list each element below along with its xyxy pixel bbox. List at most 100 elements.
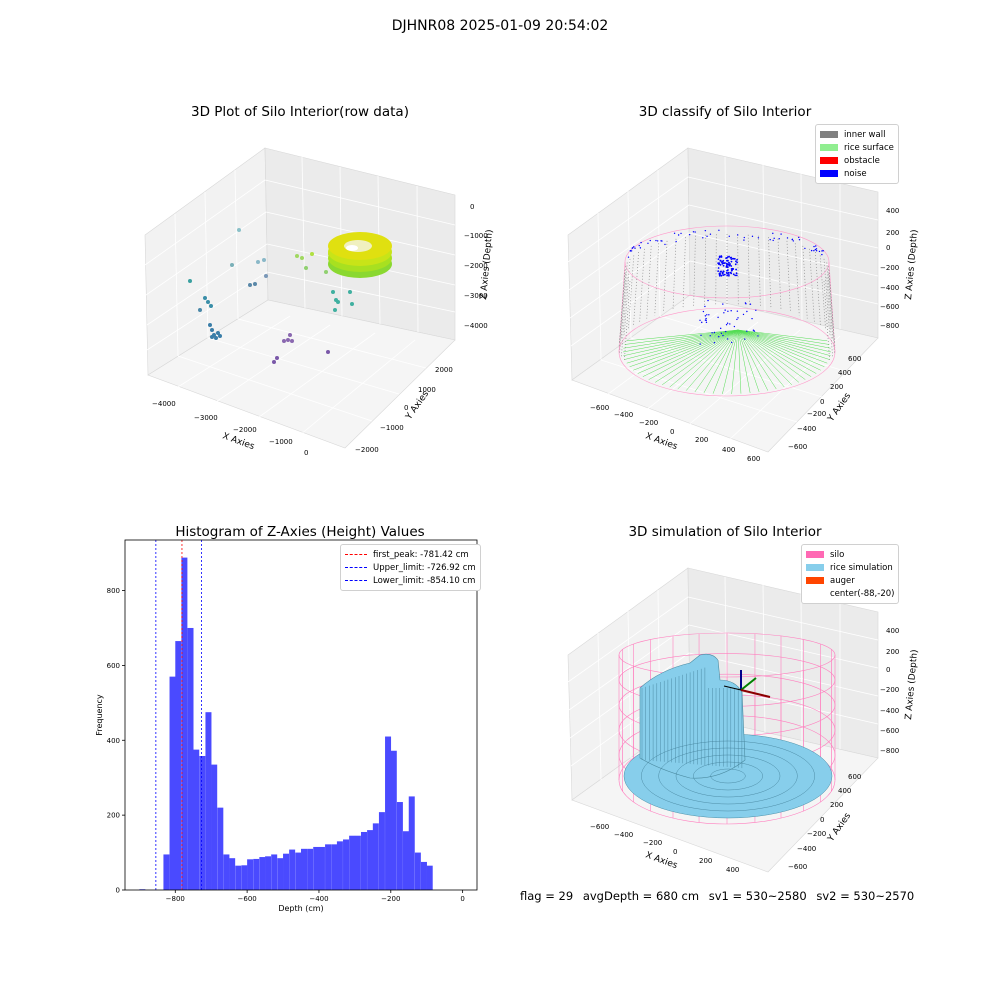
histogram-bar	[277, 858, 284, 890]
histogram-bar	[253, 858, 260, 890]
simulation-ytick: −600	[788, 863, 807, 871]
histogram-bar	[420, 861, 427, 890]
noise-point	[726, 322, 729, 324]
noise-point	[725, 271, 728, 274]
noise-point	[757, 237, 760, 239]
noise-point	[730, 269, 733, 272]
rice-surface-ray	[737, 329, 751, 393]
classify-ytick: 200	[830, 383, 843, 391]
noise-point	[813, 245, 815, 248]
noise-point	[734, 274, 737, 277]
simulation-ztick: −200	[880, 686, 899, 694]
noise-point	[649, 239, 651, 242]
simulation-3d-axes: −600 −400 −200 0 200 400 −600 −400 −200 …	[567, 567, 920, 874]
noise-point	[798, 236, 800, 239]
noise-point	[736, 258, 739, 261]
noise-point	[725, 262, 728, 265]
raw-zlabel: Z Axies (Depth)	[479, 229, 495, 300]
histogram-bar	[336, 841, 343, 890]
rice-surface-ray	[685, 329, 739, 391]
raw-point-cloud	[188, 228, 354, 364]
histogram-bar	[295, 852, 302, 890]
inner-wall-column	[828, 266, 835, 344]
classify-ztick: −200	[880, 264, 899, 272]
noise-point	[725, 257, 727, 260]
inner-wall-column	[618, 269, 626, 349]
noise-point	[704, 315, 707, 317]
noise-point	[818, 250, 821, 253]
simulation-ztick: −800	[880, 747, 899, 755]
noise-point	[709, 233, 712, 235]
legend-line	[345, 567, 367, 568]
legend-entry: first_peak: -781.42 cm	[345, 548, 476, 561]
rice-surface-ray	[642, 329, 739, 377]
noise-point	[702, 310, 705, 313]
histogram-bar	[229, 858, 236, 890]
classify-ztick: −600	[880, 303, 899, 311]
histogram-bar	[169, 676, 176, 890]
noise-point	[723, 262, 726, 265]
noise-point	[724, 309, 726, 311]
histogram-bar	[403, 831, 410, 890]
noise-point	[722, 264, 725, 267]
rice-surface-ray	[737, 329, 828, 364]
noise-point	[814, 248, 817, 251]
noise-point	[769, 238, 771, 241]
legend-entry: auger	[806, 574, 894, 587]
raw-xtick: −4000	[152, 400, 176, 408]
noise-point	[726, 272, 729, 275]
rice-surface-ray	[731, 329, 739, 394]
histogram-bar	[426, 865, 433, 890]
noise-point	[718, 272, 721, 275]
noise-point	[719, 270, 722, 273]
noise-point	[720, 261, 723, 263]
simulation-ticks: −600 −400 −200 0 200 400 −600 −400 −200 …	[590, 627, 899, 874]
noise-point	[660, 240, 662, 242]
rice-surface-ray	[737, 329, 806, 380]
histogram-bar	[235, 865, 242, 890]
classify-xtick: −400	[614, 411, 633, 419]
classify-ztick: −800	[880, 322, 899, 330]
noise-point	[717, 258, 720, 260]
noise-point	[718, 255, 721, 258]
noise-point	[726, 263, 728, 266]
histogram-bar	[396, 802, 403, 890]
histogram-bar	[313, 846, 320, 890]
rice-surface-ray	[737, 329, 830, 360]
noise-point	[705, 321, 708, 324]
noise-point	[735, 268, 738, 271]
noise-point	[726, 259, 729, 262]
noise-point	[656, 240, 659, 242]
rice-surface-ray	[737, 329, 832, 353]
raw-ytick: 1000	[418, 386, 436, 394]
simulation-xlabel: X Axies	[644, 850, 679, 871]
inner-wall-column	[639, 248, 645, 323]
histogram-bar	[354, 835, 361, 890]
legend-entry: obstacle	[820, 154, 894, 167]
noise-point	[730, 258, 733, 261]
histogram-bar	[360, 831, 367, 890]
classify-xtick: −200	[639, 419, 658, 427]
simulation-ytick: −200	[807, 830, 826, 838]
noise-point	[732, 257, 735, 260]
noise-point	[727, 263, 730, 266]
rice-facet-ring	[675, 754, 781, 798]
simulation-xtick: −400	[614, 831, 633, 839]
simulation-grid	[567, 576, 879, 781]
simulation-xtick: −200	[643, 839, 662, 847]
histogram-bar	[349, 835, 356, 890]
noise-point	[713, 341, 716, 344]
classify-ytick: 400	[838, 369, 851, 377]
rice-surface-ray	[626, 329, 739, 342]
noise-point	[726, 256, 728, 259]
noise-point	[718, 262, 721, 265]
noise-point	[821, 250, 823, 252]
histogram-bar	[343, 839, 350, 890]
noise-point	[734, 263, 737, 266]
noise-point	[704, 319, 707, 321]
rice-surface-ray	[737, 329, 831, 349]
inner-wall-column	[777, 238, 782, 310]
histogram-ytick-label: 800	[107, 587, 120, 595]
classify-zlabel: Z Axies (Depth)	[904, 229, 920, 300]
inner-wall-column	[747, 234, 750, 305]
